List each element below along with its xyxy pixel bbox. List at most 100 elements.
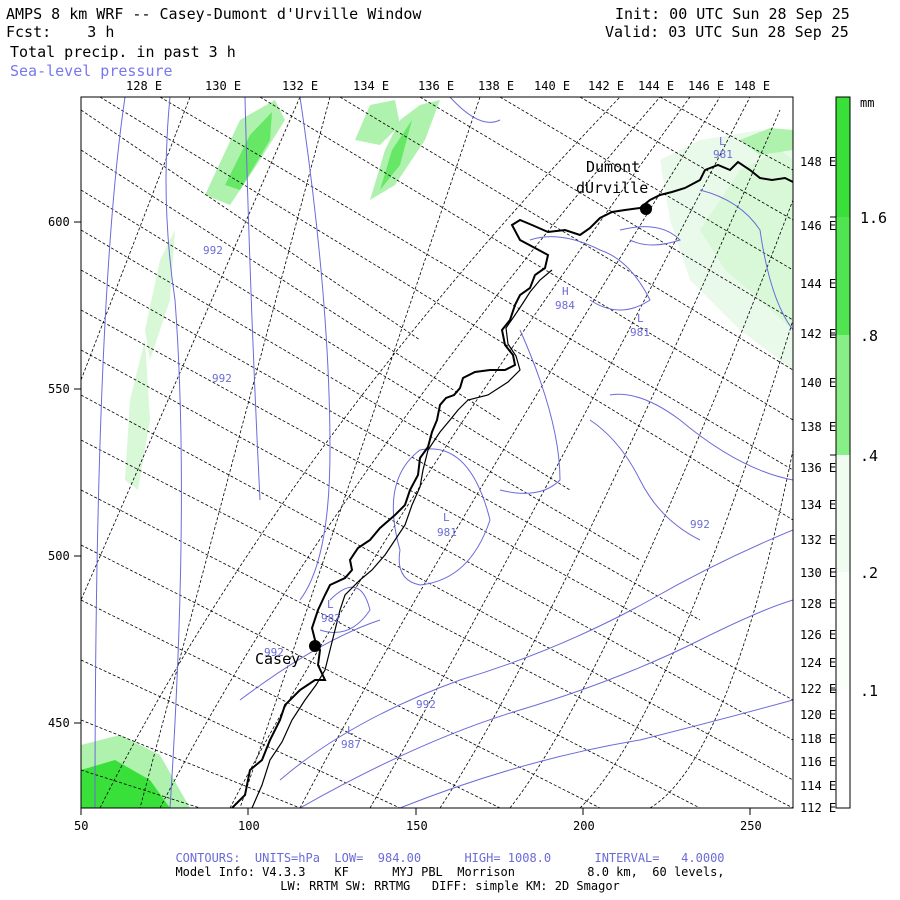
lon-label: 136 E xyxy=(800,461,836,475)
map-area xyxy=(81,97,793,808)
physics-info: LW: RRTM SW: RRTMG DIFF: simple KM: 2D S… xyxy=(280,879,620,893)
colorbar-swatch xyxy=(836,455,850,572)
low-marker: L xyxy=(327,598,334,611)
colorbar: mm 1.6 .8 .4 .2 .1 xyxy=(830,96,887,809)
lon-label: 138 E xyxy=(478,79,514,93)
x-tick-label: 250 xyxy=(740,819,762,833)
lon-label: 140 E xyxy=(800,376,836,390)
precip-area xyxy=(355,100,400,145)
precip-area xyxy=(145,230,175,360)
lon-label: 134 E xyxy=(353,79,389,93)
pressure-label: 992 xyxy=(690,518,710,531)
lon-label: 132 E xyxy=(800,533,836,547)
pressure-label: 982 xyxy=(321,612,341,625)
lon-label: 130 E xyxy=(205,79,241,93)
colorbar-label: .2 xyxy=(860,564,878,582)
pressure-label-group: 992 992 992 992 992 984 981 981 981 982 … xyxy=(203,135,733,751)
lon-label: 126 E xyxy=(800,628,836,642)
high-marker: H xyxy=(562,285,569,298)
lon-label: 116 E xyxy=(800,755,836,769)
casey-label: Casey xyxy=(255,650,300,668)
colorbar-label: 1.6 xyxy=(860,209,887,227)
colorbar-unit: mm xyxy=(860,96,874,110)
pressure-label: 992 xyxy=(212,372,232,385)
lon-label: 146 E xyxy=(688,79,724,93)
x-tick-label: 100 xyxy=(238,819,260,833)
lon-label: 130 E xyxy=(800,566,836,580)
pressure-label: 984 xyxy=(555,299,575,312)
lon-label: 118 E xyxy=(800,732,836,746)
y-tick-label: 450 xyxy=(48,716,70,730)
coastline xyxy=(231,160,793,808)
forecast-label: Fcst: 3 h xyxy=(6,24,114,40)
pressure-label: 981 xyxy=(713,148,733,161)
lon-label: 112 E xyxy=(800,801,836,815)
y-tick-label: 600 xyxy=(48,215,70,229)
fcst-value: 3 h xyxy=(87,23,115,41)
x-tick-label: 150 xyxy=(406,819,428,833)
lon-label: 148 E xyxy=(800,155,836,169)
pressure-label: 992 xyxy=(416,698,436,711)
colorbar-swatch xyxy=(836,217,850,335)
pressure-label: 987 xyxy=(341,738,361,751)
pressure-label: 992 xyxy=(264,646,284,659)
colorbar-swatch xyxy=(836,335,850,455)
colorbar-ticks xyxy=(830,216,836,691)
precip-area xyxy=(700,150,793,330)
y-tick-label: 550 xyxy=(48,382,70,396)
lon-label: 144 E xyxy=(638,79,674,93)
field-label: Total precip. in past 3 h xyxy=(10,43,236,61)
model-info: Model Info: V4.3.3 KF MYJ PBL Morrison 8… xyxy=(175,865,725,879)
x-tick-label: 50 xyxy=(74,819,88,833)
precip-area xyxy=(125,340,150,490)
dumont-durville-station-marker xyxy=(640,203,652,215)
precip-shading xyxy=(81,100,793,808)
lon-label: 142 E xyxy=(588,79,624,93)
low-marker: L xyxy=(637,312,644,325)
overlay-label: Sea-level pressure xyxy=(10,62,173,80)
lon-label: 140 E xyxy=(534,79,570,93)
lon-label: 132 E xyxy=(282,79,318,93)
lon-label: 148 E xyxy=(734,79,770,93)
durville-label: dUrville xyxy=(576,179,648,197)
colorbar-label: .1 xyxy=(860,682,878,700)
lon-label: 114 E xyxy=(800,779,836,793)
colorbar-swatch xyxy=(836,690,850,808)
y-axis: 600 550 500 450 xyxy=(48,215,81,730)
lon-label: 146 E xyxy=(800,219,836,233)
lon-label: 134 E xyxy=(800,498,836,512)
dumont-label: Dumont xyxy=(586,158,640,176)
top-lon-labels: 128 E 130 E 132 E 134 E 136 E 138 E 140 … xyxy=(126,79,770,93)
map-title: AMPS 8 km WRF -- Casey-Dumont d'Urville … xyxy=(6,5,422,23)
low-marker: L xyxy=(443,511,450,524)
coastline-inner xyxy=(251,269,553,808)
valid-time: Valid: 03 UTC Sun 28 Sep 25 xyxy=(605,23,849,41)
colorbar-swatch xyxy=(836,97,850,217)
colorbar-swatch xyxy=(836,572,850,690)
lon-label: 144 E xyxy=(800,277,836,291)
right-lon-labels: 148 E 146 E 144 E 142 E 140 E 138 E 136 … xyxy=(800,155,836,815)
lon-label: 124 E xyxy=(800,656,836,670)
colorbar-label: .8 xyxy=(860,327,878,345)
colorbar-frame xyxy=(835,96,851,809)
low-marker: L xyxy=(347,724,354,737)
lon-label: 142 E xyxy=(800,327,836,341)
contours-info: CONTOURS: UNITS=hPa LOW= 984.00 HIGH= 10… xyxy=(175,851,725,865)
pressure-contours xyxy=(94,97,793,808)
pressure-label: 992 xyxy=(203,244,223,257)
lon-label: 122 E xyxy=(800,682,836,696)
low-marker: L xyxy=(719,135,726,148)
lon-label: 128 E xyxy=(126,79,162,93)
lon-label: 138 E xyxy=(800,420,836,434)
casey-station-marker xyxy=(309,640,321,652)
x-axis: 50 100 150 200 250 xyxy=(74,808,762,833)
latlon-grid xyxy=(81,97,793,808)
colorbar-label: .4 xyxy=(860,447,878,465)
map-frame xyxy=(80,96,794,809)
precip-core xyxy=(225,112,272,190)
y-tick-label: 500 xyxy=(48,549,70,563)
precip-core xyxy=(380,120,412,190)
lon-label: 120 E xyxy=(800,708,836,722)
lon-label: 128 E xyxy=(800,597,836,611)
